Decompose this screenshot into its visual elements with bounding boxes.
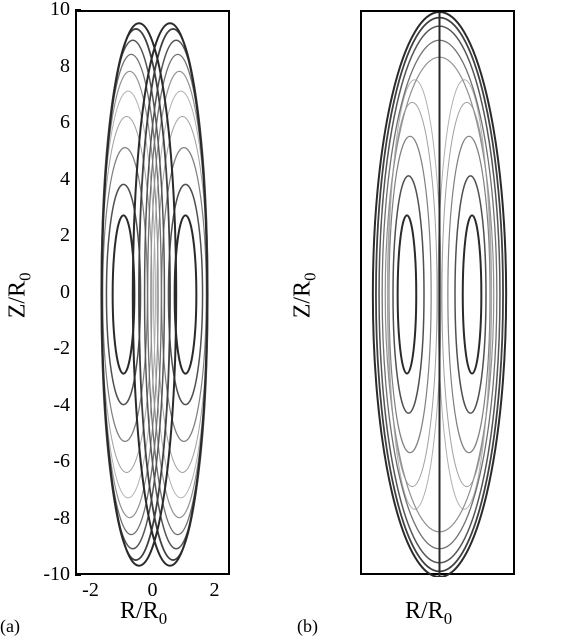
panel-a-x-label: R/R0 [120,598,167,629]
y-tick-label: 4 [30,168,70,191]
panel-a-y-label: Z/R0 [5,265,36,325]
panel-b: -10-8-6-4-20246810 -202 Z/R0 R/R0 (b) [285,0,570,642]
x-tick-label: 2 [200,579,230,602]
y-tick-label: 2 [30,224,70,247]
panel-a-svg [77,12,232,577]
panel-a: -10-8-6-4-20246810 -202 Z/R0 R/R0 (a) [0,0,285,642]
y-tick-label: -6 [30,450,70,473]
y-tick-label: 10 [30,0,70,21]
y-tick-label: -2 [30,337,70,360]
panel-b-svg [362,12,517,577]
panel-b-label: (b) [297,616,318,637]
y-tick-label: 6 [30,111,70,134]
figure-container: -10-8-6-4-20246810 -202 Z/R0 R/R0 (a) -1… [0,0,570,642]
panel-a-label: (a) [0,616,20,637]
panel-b-plot-box [360,10,515,575]
y-tick-label: 8 [30,55,70,78]
y-tick-label: -10 [30,563,70,586]
panel-a-plot-box [75,10,230,575]
y-tick-label: -8 [30,507,70,530]
y-tick-label: -4 [30,394,70,417]
panel-b-x-label: R/R0 [405,598,452,629]
x-tick-label: -2 [76,579,106,602]
panel-b-y-label: Z/R0 [290,265,321,325]
y-tick-label: 0 [30,281,70,304]
